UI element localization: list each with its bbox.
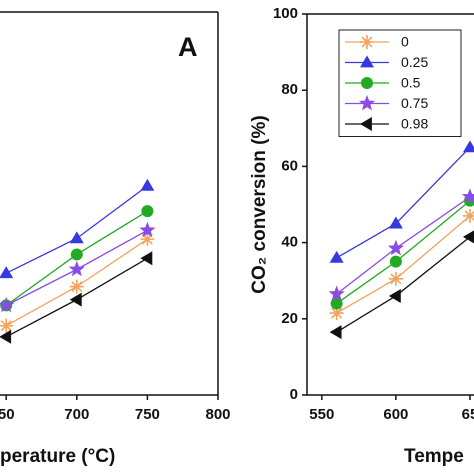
marker <box>0 318 14 333</box>
x-tick-label: 700 <box>64 406 89 423</box>
y-tick-label: 60 <box>281 157 298 174</box>
legend-label: 0.5 <box>401 75 421 91</box>
x-tick-label: 800 <box>205 406 230 423</box>
y-tick-label: 20 <box>281 310 298 327</box>
marker <box>141 205 154 218</box>
series-line <box>336 196 471 295</box>
marker <box>329 250 344 263</box>
marker <box>360 117 372 131</box>
y-tick-label: 100 <box>273 5 298 22</box>
marker <box>329 306 344 321</box>
legend-label: 0 <box>401 34 409 50</box>
x-tick-label: 65 <box>462 406 474 423</box>
plot: 50 700 750 800 perature (°C) A <box>0 11 231 467</box>
x-axis-title: Tempe <box>404 446 464 467</box>
series-line <box>336 146 471 259</box>
x-tick-label: 550 <box>309 406 334 423</box>
series-line <box>336 236 471 333</box>
marker <box>330 297 343 310</box>
series-line <box>336 215 471 314</box>
marker <box>387 239 404 256</box>
panel-label: A <box>178 32 198 62</box>
x-tick-label: 50 <box>0 406 15 423</box>
marker <box>140 232 155 247</box>
marker <box>0 296 15 313</box>
marker <box>68 260 85 277</box>
marker <box>69 292 82 307</box>
x-tick-label: 600 <box>383 406 408 423</box>
marker <box>69 231 84 244</box>
x-axis-title: perature (°C) <box>0 446 115 467</box>
marker <box>0 266 14 279</box>
marker <box>461 188 474 204</box>
marker <box>69 279 84 294</box>
marker <box>70 248 83 261</box>
legend-label: 0.25 <box>401 54 428 70</box>
marker <box>388 216 403 229</box>
marker <box>388 288 401 303</box>
marker <box>361 77 373 89</box>
marker <box>388 271 403 286</box>
marker <box>358 95 376 111</box>
marker <box>462 230 474 244</box>
y-tick-label: 0 <box>290 386 298 403</box>
marker <box>389 255 402 268</box>
y-tick-label: 40 <box>281 234 298 251</box>
legend-label: 0.75 <box>401 95 428 111</box>
marker <box>462 140 474 153</box>
marker <box>328 285 345 301</box>
plot: 55060065020406080100TempeCO₂ conversion … <box>249 5 474 467</box>
marker <box>0 329 12 344</box>
y-tick-label: 80 <box>281 81 298 98</box>
marker <box>360 35 374 49</box>
marker <box>360 55 374 68</box>
marker <box>329 325 342 340</box>
marker <box>462 208 474 223</box>
marker <box>140 251 153 266</box>
y-axis-title: CO₂ conversion (%) <box>249 115 270 293</box>
marker <box>140 178 155 191</box>
marker <box>139 221 156 238</box>
legend-label: 0.98 <box>401 116 428 132</box>
x-tick-label: 750 <box>135 406 160 423</box>
